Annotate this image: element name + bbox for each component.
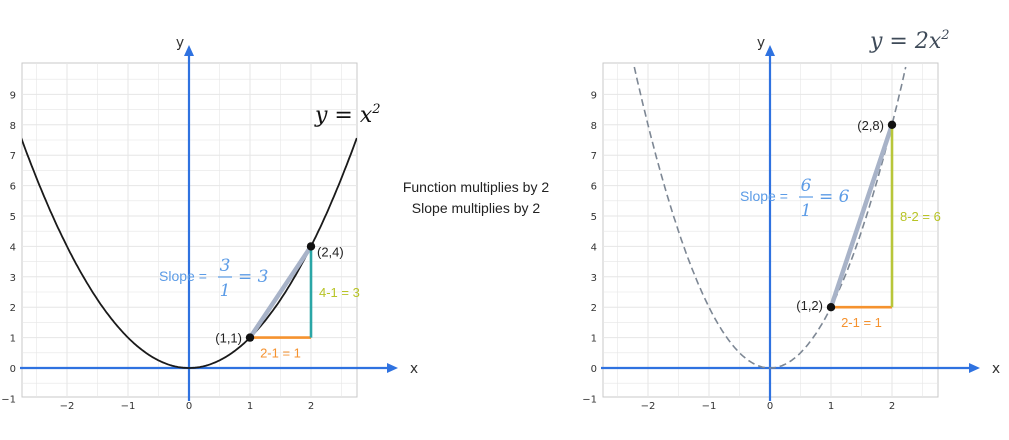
slope-numerator: 6 bbox=[801, 176, 812, 196]
x-tick-label: 0 bbox=[767, 401, 773, 412]
data-point bbox=[245, 333, 255, 342]
y-tick-label: 4 bbox=[591, 242, 597, 253]
center-caption-line-1: Function multiplies by 2 bbox=[403, 179, 550, 195]
x-tick-label: 1 bbox=[828, 401, 834, 412]
x-tick-label: 1 bbox=[247, 401, 253, 412]
y-tick-label: 3 bbox=[10, 273, 16, 284]
y-tick-label: −1 bbox=[1, 394, 16, 405]
y-axis-arrow-icon bbox=[184, 45, 194, 56]
x-axis-label: x bbox=[992, 361, 1000, 377]
x-tick-label: −2 bbox=[641, 401, 656, 412]
run-label: 2-1 = 1 bbox=[841, 315, 882, 330]
y-tick-label: 2 bbox=[10, 303, 16, 314]
slope-result: = 3 bbox=[238, 267, 268, 287]
x-tick-label: 0 bbox=[186, 401, 192, 412]
secant-line bbox=[247, 244, 314, 340]
point-label: (2,4) bbox=[317, 244, 344, 259]
left-chart-panel: −2 −1 0 1 2 −1 0 1 2 3 4 5 6 7 8 9 x y (1,1) (2,4) 2-1 = 1 4-… bbox=[1, 35, 418, 412]
y-tick-label: 3 bbox=[591, 273, 597, 284]
data-point bbox=[887, 120, 897, 129]
point-label: (1,1) bbox=[215, 331, 242, 346]
y-tick-label: 6 bbox=[10, 182, 16, 193]
y-axis-arrow-icon bbox=[765, 45, 775, 56]
x-tick-label: −1 bbox=[702, 401, 717, 412]
slope-denominator: 1 bbox=[220, 281, 231, 301]
function-curve bbox=[22, 137, 357, 369]
y-tick-label: 2 bbox=[591, 303, 597, 314]
run-label: 2-1 = 1 bbox=[260, 346, 301, 361]
data-point bbox=[306, 242, 316, 251]
y-tick-label: 8 bbox=[10, 121, 16, 132]
y-tick-label: 8 bbox=[591, 121, 597, 132]
y-tick-label: 0 bbox=[10, 364, 16, 375]
function-curve bbox=[633, 66, 907, 369]
slope-prefix: Slope = bbox=[159, 268, 207, 284]
y-tick-label: 5 bbox=[10, 212, 16, 223]
right-chart-panel: −2 −1 0 1 2 −1 0 1 2 3 4 5 6 7 8 9 x y (1,2) (2,8) 2-1 = 1 8-… bbox=[582, 28, 1000, 412]
x-axis-label: x bbox=[410, 361, 418, 377]
x-axis-arrow-icon bbox=[969, 363, 980, 373]
point-label: (1,2) bbox=[796, 298, 823, 313]
x-tick-label: 2 bbox=[889, 401, 895, 412]
y-tick-label: 5 bbox=[591, 212, 597, 223]
secant-line bbox=[828, 122, 895, 310]
y-tick-label: −1 bbox=[582, 394, 597, 405]
center-caption-line-2: Slope multiplies by 2 bbox=[412, 200, 541, 216]
y-tick-label: 7 bbox=[10, 151, 16, 162]
y-tick-label: 1 bbox=[591, 334, 597, 345]
data-point bbox=[826, 303, 836, 312]
x-tick-label: −1 bbox=[121, 401, 136, 412]
x-tick-label: −2 bbox=[60, 401, 75, 412]
function-title: y = x2 bbox=[314, 102, 381, 128]
function-title: y = 2x2 bbox=[869, 28, 950, 54]
slope-numerator: 3 bbox=[220, 256, 231, 276]
slope-result: = 6 bbox=[819, 187, 850, 207]
y-axis-label: y bbox=[176, 35, 184, 51]
y-tick-label: 6 bbox=[591, 182, 597, 193]
x-axis-arrow-icon bbox=[387, 363, 398, 373]
rise-label: 8-2 = 6 bbox=[900, 209, 941, 224]
y-tick-label: 9 bbox=[591, 90, 597, 101]
y-tick-label: 7 bbox=[591, 151, 597, 162]
slope-denominator: 1 bbox=[801, 201, 812, 221]
point-label: (2,8) bbox=[857, 118, 884, 133]
slope-prefix: Slope = bbox=[740, 188, 788, 204]
y-tick-label: 4 bbox=[10, 242, 16, 253]
y-tick-label: 0 bbox=[591, 364, 597, 375]
y-tick-label: 9 bbox=[10, 90, 16, 101]
y-tick-label: 1 bbox=[10, 334, 16, 345]
x-tick-label: 2 bbox=[308, 401, 314, 412]
y-axis-label: y bbox=[757, 35, 765, 51]
rise-label: 4-1 = 3 bbox=[319, 285, 360, 300]
